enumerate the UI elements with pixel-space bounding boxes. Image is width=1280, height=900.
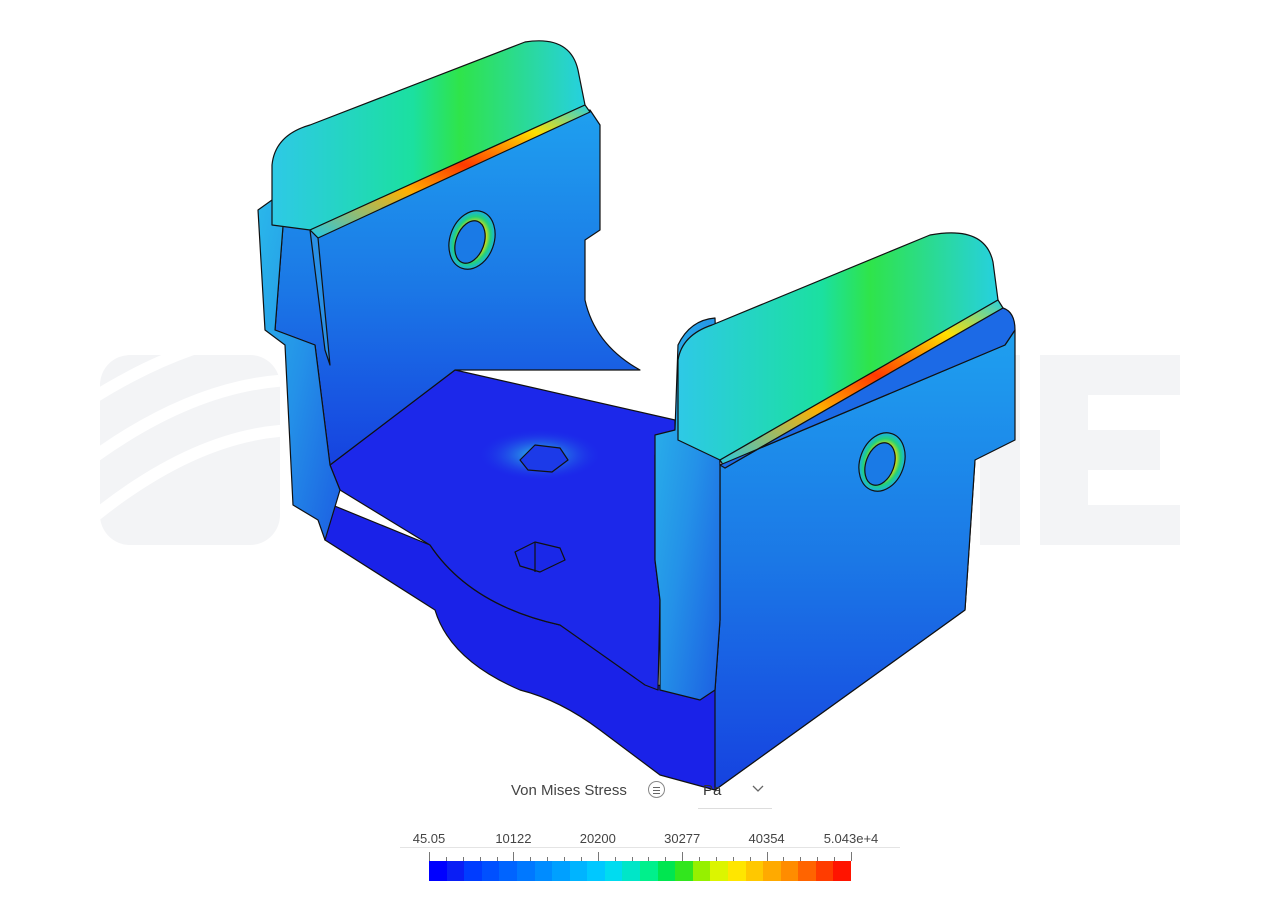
legend-minor-tick <box>631 857 633 861</box>
list-icon[interactable] <box>648 781 665 798</box>
legend-color-swatch <box>569 861 588 881</box>
legend-color-swatch <box>481 861 500 881</box>
legend-color-swatch <box>833 861 852 881</box>
result-legend-header: Von Mises Stress Pa <box>0 776 1280 809</box>
legend-major-tick <box>513 852 515 861</box>
legend-minor-tick <box>834 857 836 861</box>
legend-minor-tick <box>580 857 582 861</box>
legend-color-swatch <box>499 861 518 881</box>
legend-major-tick <box>429 852 430 861</box>
legend-color-swatch <box>798 861 817 881</box>
legend-color-swatch <box>657 861 676 881</box>
color-legend: 45.05 10122 20200 30277 40354 5.043e+4 <box>400 828 900 888</box>
legend-color-swatch <box>534 861 553 881</box>
legend-divider <box>400 847 900 848</box>
legend-color-swatch <box>622 861 641 881</box>
legend-minor-tick <box>665 857 667 861</box>
legend-color-swatch <box>763 861 782 881</box>
legend-tick-label: 5.043e+4 <box>823 831 879 846</box>
legend-color-swatch <box>710 861 729 881</box>
legend-minor-tick <box>530 857 532 861</box>
legend-color-swatch <box>516 861 535 881</box>
legend-minor-tick <box>564 857 566 861</box>
legend-minor-tick <box>462 857 464 861</box>
legend-color-swatch <box>640 861 659 881</box>
legend-minor-tick <box>699 857 701 861</box>
legend-major-tick <box>766 852 768 861</box>
legend-major-tick <box>597 852 599 861</box>
legend-major-tick <box>682 852 684 861</box>
legend-minor-tick <box>817 857 819 861</box>
legend-minor-tick <box>783 857 785 861</box>
legend-color-swatch <box>604 861 623 881</box>
unit-dropdown[interactable]: Pa <box>698 776 772 809</box>
legend-major-tick <box>851 852 852 861</box>
legend-color-swatch <box>446 861 465 881</box>
legend-minor-tick <box>614 857 616 861</box>
chevron-down-icon <box>752 785 764 792</box>
legend-color-swatch <box>464 861 483 881</box>
legend-tick-label: 10122 <box>495 831 532 846</box>
legend-color-swatch <box>692 861 711 881</box>
legend-tick-label: 40354 <box>748 831 785 846</box>
legend-minor-tick <box>445 857 447 861</box>
unit-value: Pa <box>703 782 722 799</box>
legend-minor-tick <box>715 857 717 861</box>
legend-color-swatch <box>587 861 606 881</box>
legend-color-swatch <box>429 861 448 881</box>
legend-minor-tick <box>800 857 802 861</box>
result-type-label: Von Mises Stress <box>511 782 627 799</box>
legend-tick-label: 20200 <box>579 831 616 846</box>
legend-minor-tick <box>479 857 481 861</box>
legend-color-swatch <box>745 861 764 881</box>
legend-minor-tick <box>648 857 650 861</box>
legend-minor-tick <box>749 857 751 861</box>
legend-tick-label: 30277 <box>664 831 701 846</box>
legend-color-swatch <box>727 861 746 881</box>
legend-color-swatch <box>815 861 834 881</box>
legend-color-swatch <box>675 861 694 881</box>
legend-color-swatch <box>780 861 799 881</box>
legend-tick-label: 45.05 <box>412 831 446 846</box>
legend-color-swatch <box>552 861 571 881</box>
legend-minor-tick <box>732 857 734 861</box>
legend-minor-tick <box>547 857 549 861</box>
legend-minor-tick <box>496 857 498 861</box>
